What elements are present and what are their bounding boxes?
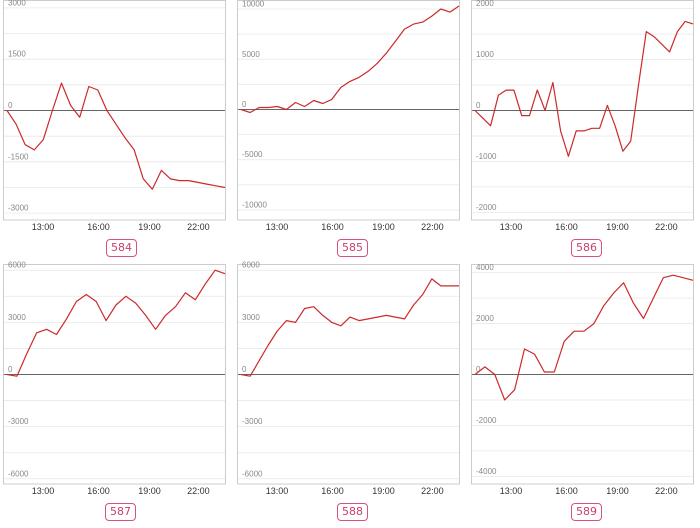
- chart-panel-589: 4000 2000 0 -2000 -4000 13:00 16:00 19:00 22:00 …: [471, 263, 696, 522]
- y-tick-label: -6000: [8, 469, 29, 478]
- line-chart-586: 2000 1000 0 -1000 -2000 13:00 16:00 19:00 22:00: [471, 0, 694, 232]
- y-tick-label: 0: [242, 100, 247, 109]
- series-line: [240, 278, 459, 377]
- x-tick-label: 22:00: [655, 486, 678, 496]
- x-tick-label: 22:00: [421, 486, 444, 496]
- y-tick-label: -3000: [8, 204, 29, 213]
- y-tick-label: 3000: [242, 313, 260, 322]
- y-tick-label: 0: [8, 101, 13, 110]
- x-tick-label: 22:00: [655, 222, 678, 232]
- x-tick-label: 16:00: [87, 222, 110, 232]
- x-tick-label: 22:00: [187, 222, 210, 232]
- series-line: [240, 5, 460, 114]
- y-tick-label: 3000: [8, 313, 26, 322]
- plot-frame: [3, 0, 226, 221]
- y-tick-label: 0: [476, 101, 481, 110]
- chart-badge-589[interactable]: 589: [571, 503, 602, 521]
- x-tick-label: 19:00: [372, 222, 395, 232]
- y-tick-label: -3000: [242, 417, 263, 426]
- y-tick-label: 6000: [8, 261, 26, 270]
- y-tick-label: -4000: [476, 467, 497, 476]
- x-tick-label: 13:00: [266, 222, 289, 232]
- series-line: [6, 269, 226, 377]
- chart-badge-584[interactable]: 584: [106, 239, 137, 257]
- series-line: [474, 20, 694, 157]
- x-tick-label: 13:00: [500, 486, 523, 496]
- y-tick-label: 2000: [476, 0, 494, 8]
- chart-badge-587[interactable]: 587: [105, 503, 136, 521]
- x-tick-label: 13:00: [32, 222, 55, 232]
- y-tick-label: -10000: [242, 200, 267, 209]
- plot-frame: [471, 264, 694, 485]
- y-tick-label: 10000: [242, 0, 265, 9]
- y-tick-label: 0: [476, 365, 481, 374]
- x-tick-label: 13:00: [500, 222, 523, 232]
- y-tick-label: -2000: [476, 416, 497, 425]
- chart-badge-588[interactable]: 588: [337, 503, 368, 521]
- chart-badge-585[interactable]: 585: [337, 239, 368, 257]
- chart-panel-586: 2000 1000 0 -1000 -2000 13:00 16:00 19:00 22:00 …: [471, 0, 696, 258]
- x-tick-label: 16:00: [555, 486, 578, 496]
- y-tick-label: -2000: [476, 203, 497, 212]
- y-tick-label: -5000: [242, 150, 263, 159]
- y-tick-label: 0: [242, 365, 247, 374]
- x-tick-label: 19:00: [606, 222, 629, 232]
- chart-panel-584: 3000 1500 0 -1500 -3000 13:00 16:00 19:00 22:00 …: [3, 0, 228, 258]
- chart-badge-586[interactable]: 586: [571, 239, 602, 257]
- line-chart-589: 4000 2000 0 -2000 -4000 13:00 16:00 19:00 22:00: [471, 263, 694, 496]
- y-tick-label: -1500: [8, 152, 29, 161]
- x-tick-label: 16:00: [555, 222, 578, 232]
- y-tick-label: -3000: [8, 417, 29, 426]
- plot-frame: [237, 0, 460, 221]
- x-tick-label: 22:00: [187, 486, 210, 496]
- chart-panel-585: 10000 5000 0 -5000 -10000 13:00 16:00 19:00 22:0…: [237, 0, 462, 258]
- y-tick-label: -1000: [476, 152, 497, 161]
- y-tick-label: 2000: [476, 314, 494, 323]
- y-tick-label: 0: [8, 365, 13, 374]
- x-tick-label: 16:00: [321, 486, 344, 496]
- plot-frame: [237, 264, 460, 485]
- x-tick-label: 13:00: [32, 486, 55, 496]
- x-tick-label: 19:00: [138, 222, 161, 232]
- y-tick-label: 1000: [476, 50, 494, 59]
- x-tick-label: 22:00: [421, 222, 444, 232]
- x-tick-label: 16:00: [321, 222, 344, 232]
- x-tick-label: 19:00: [138, 486, 161, 496]
- chart-panel-587: 6000 3000 0 -3000 -6000 13:00 16:00 19:00 22:00 …: [3, 261, 228, 522]
- plot-frame: [3, 264, 226, 485]
- y-tick-label: 1500: [8, 50, 26, 59]
- series-line: [6, 82, 226, 190]
- y-tick-label: 3000: [8, 0, 26, 7]
- y-tick-label: 4000: [476, 263, 494, 272]
- chart-panel-588: 6000 3000 0 -3000 -6000 13:00 16:00 19:00 22:00 …: [237, 261, 462, 522]
- x-tick-label: 16:00: [87, 486, 110, 496]
- x-tick-label: 13:00: [266, 486, 289, 496]
- y-tick-label: -6000: [242, 469, 263, 478]
- x-tick-label: 19:00: [372, 486, 395, 496]
- series-line: [474, 274, 694, 401]
- y-tick-label: 5000: [242, 50, 260, 59]
- x-tick-label: 19:00: [606, 486, 629, 496]
- plot-frame: [471, 0, 694, 221]
- y-tick-label: 6000: [242, 261, 260, 270]
- line-chart-585: 10000 5000 0 -5000 -10000 13:00 16:00 19:00 22:0…: [237, 0, 460, 232]
